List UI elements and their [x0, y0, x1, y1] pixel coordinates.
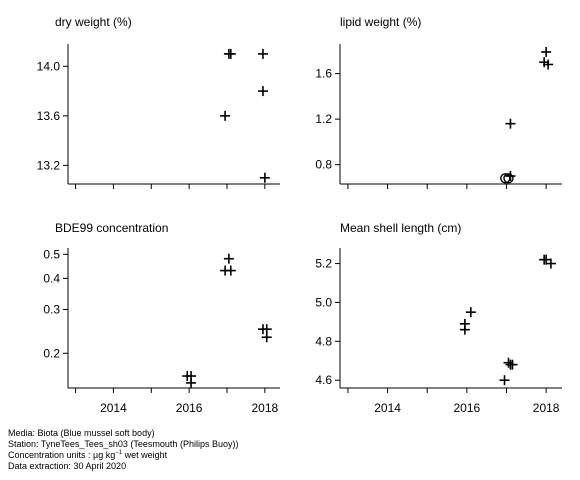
caption-media: Media: Biota (Blue mussel soft body) [8, 428, 155, 438]
caption-units-prefix: Concentration units : µg kg [8, 450, 116, 460]
data-point-plus [186, 377, 197, 388]
caption-units-exponent: −1 [115, 450, 123, 456]
panel-1: dry weight (%) 13.2 13.6 14.0 [37, 15, 280, 189]
y-tick-label: 13.6 [37, 109, 61, 123]
panel-title: dry weight (%) [55, 15, 132, 29]
caption-extraction: Data extraction: 30 April 2020 [8, 461, 127, 471]
data-point-plus [543, 59, 554, 70]
data-point-plus [225, 48, 236, 59]
data-point-plus [259, 172, 270, 183]
y-tick-label: 5.0 [315, 295, 332, 309]
data-point-plus [220, 110, 231, 121]
y-tick-label: 1.2 [315, 112, 332, 126]
panel-2: lipid weight (%) 0.8 1.2 1.6 [315, 15, 562, 189]
data-point-plus [225, 265, 236, 276]
panel-4: Mean shell length (cm) 4.6 4.8 5.0 5.2 2014 20… [315, 221, 562, 415]
y-tick-label: 1.6 [315, 67, 332, 81]
data-point-plus [257, 86, 268, 97]
data-point-plus [257, 48, 268, 59]
data-point-plus [465, 307, 476, 318]
data-point-plus [223, 253, 234, 264]
panel-3: BDE99 concentration 0.2 0.3 0.4 0.5 2014 2016 2… [43, 221, 280, 415]
y-tick-label: 0.4 [43, 271, 60, 285]
y-tick-label: 4.6 [315, 373, 332, 387]
data-point-plus [261, 332, 272, 343]
panel-title: BDE99 concentration [55, 221, 168, 235]
data-point-plus [503, 357, 514, 368]
y-tick-label: 4.8 [315, 334, 332, 348]
data-point-plus [459, 318, 470, 329]
caption-units-suffix: wet weight [122, 450, 168, 460]
x-tick-label: 2014 [100, 401, 127, 415]
y-tick-label: 13.2 [37, 158, 61, 172]
panel-title: lipid weight (%) [340, 15, 421, 29]
y-tick-label: 14.0 [37, 59, 61, 73]
caption-units: Concentration units : µg kg−1 wet weight [8, 450, 238, 461]
x-tick-label: 2018 [533, 401, 560, 415]
y-tick-label: 0.5 [43, 247, 60, 261]
y-tick-label: 0.2 [43, 346, 60, 360]
data-point-plus [541, 46, 552, 57]
x-tick-label: 2014 [374, 401, 401, 415]
x-tick-label: 2018 [252, 401, 279, 415]
data-point-circle [503, 173, 514, 184]
x-tick-label: 2016 [454, 401, 481, 415]
caption-station: Station: TyneTees_Tees_sh03 (Teesmouth (… [8, 439, 239, 449]
data-point-plus [505, 118, 516, 129]
figure-caption: Media: Biota (Blue mussel soft body) Sta… [8, 428, 238, 472]
y-tick-label: 5.2 [315, 257, 332, 271]
data-point-plus [545, 258, 556, 269]
data-point-plus [505, 171, 516, 182]
data-point-plus [499, 375, 510, 386]
panel-title: Mean shell length (cm) [340, 221, 461, 235]
x-tick-label: 2016 [176, 401, 203, 415]
y-tick-label: 0.3 [43, 302, 60, 316]
y-tick-label: 0.8 [315, 158, 332, 172]
